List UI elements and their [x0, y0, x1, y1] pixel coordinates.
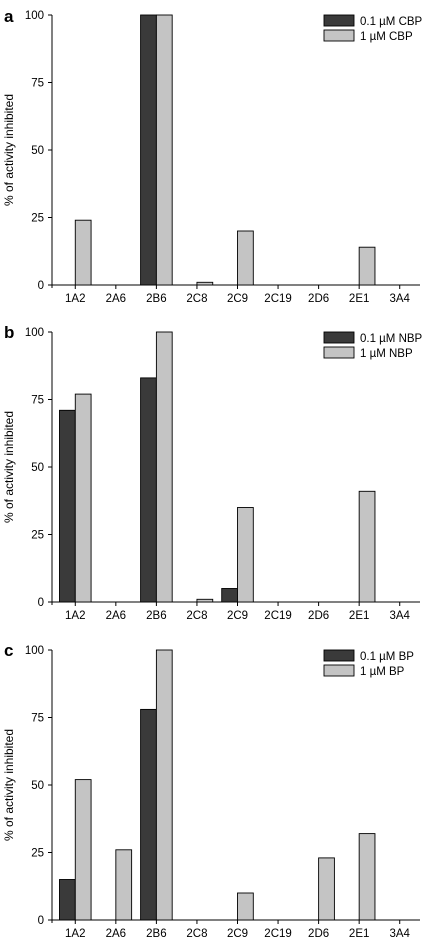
x-tick-label: 2C9: [227, 293, 248, 305]
panel-label: a: [4, 7, 14, 26]
x-tick-label: 2C19: [264, 293, 292, 305]
legend-swatch: [323, 29, 355, 42]
x-tick-label: 2A6: [106, 928, 126, 940]
x-tick-label: 2D6: [308, 610, 329, 622]
bar-2C8-series-2: [196, 598, 214, 603]
y-axis-label: % of activity inhibited: [2, 411, 16, 523]
panel-label: c: [4, 641, 13, 660]
bar-1A2-series-1: [59, 879, 76, 921]
bar-2D6-series-2: [318, 857, 335, 921]
x-tick-label: 2C8: [186, 928, 207, 940]
legend-swatch: [323, 14, 355, 27]
x-tick-label: 1A2: [65, 293, 85, 305]
bar-2C9-series-2: [237, 230, 254, 286]
y-tick-label: 100: [25, 645, 44, 657]
x-tick-label: 1A2: [65, 928, 85, 940]
x-tick-label: 2B6: [146, 610, 166, 622]
x-tick-label: 2C8: [186, 293, 207, 305]
y-tick-label: 50: [31, 462, 44, 474]
y-tick-label: 75: [31, 78, 44, 90]
bar-2C9-series-2: [237, 892, 254, 921]
x-tick-label: 1A2: [65, 610, 85, 622]
legend-label: 1 µM NBP: [360, 348, 413, 360]
y-tick-label: 100: [25, 10, 44, 22]
y-tick-label: 0: [38, 597, 44, 609]
y-tick-label: 0: [38, 915, 44, 927]
panel-label: b: [4, 323, 14, 342]
y-axis-label: % of activity inhibited: [2, 729, 16, 841]
y-tick-label: 0: [38, 280, 44, 292]
bar-1A2-series-2: [74, 219, 92, 286]
x-tick-label: 3A4: [389, 293, 410, 305]
x-tick-label: 2E1: [349, 293, 369, 305]
x-tick-label: 2A6: [106, 610, 126, 622]
bar-2C8-series-2: [196, 281, 214, 286]
bar-2B6-series-1: [140, 708, 157, 921]
x-tick-label: 3A4: [389, 610, 410, 622]
bar-2B6-series-2: [155, 331, 173, 603]
bar-2A6-series-2: [115, 849, 133, 921]
chart-panel-b: b % of activity inhibited 0 25 50 75 100 1A2 2A6…: [2, 323, 423, 622]
y-tick-label: 25: [31, 848, 44, 860]
bar-2B6-series-2: [155, 649, 173, 921]
x-tick-label: 2E1: [349, 928, 369, 940]
x-tick-label: 2C9: [227, 928, 248, 940]
chart-panel-a: a % of activity inhibited 0 25 50 75 100 1A2 2A6…: [2, 7, 423, 305]
x-tick-label: 2D6: [308, 928, 329, 940]
legend-swatch: [323, 346, 355, 359]
x-tick-label: 2D6: [308, 293, 329, 305]
bar-1A2-series-1: [59, 409, 76, 603]
bar-1A2-series-2: [74, 779, 92, 921]
x-tick-label: 2C19: [264, 610, 292, 622]
legend-swatch: [323, 649, 355, 662]
bar-2B6-series-2: [155, 14, 173, 286]
bar-2C9-series-2: [237, 507, 254, 603]
y-tick-label: 75: [31, 713, 44, 725]
bar-1A2-series-2: [74, 393, 92, 603]
y-tick-label: 50: [31, 780, 44, 792]
x-tick-label: 2E1: [349, 610, 369, 622]
bar-2E1-series-2: [358, 833, 376, 921]
x-tick-label: 3A4: [389, 928, 410, 940]
y-tick-label: 75: [31, 395, 44, 407]
bar-2C9-series-1: [221, 588, 238, 603]
x-tick-label: 2A6: [106, 293, 126, 305]
legend-swatch: [323, 331, 355, 344]
legend-label: 0.1 µM BP: [360, 651, 414, 663]
chart-panel-c: c % of activity inhibited 0 25 50 75 100 1A2 2A6…: [2, 641, 420, 940]
x-tick-label: 2B6: [146, 293, 166, 305]
legend-label: 1 µM CBP: [360, 31, 413, 43]
x-tick-label: 2C9: [227, 610, 248, 622]
x-tick-label: 2B6: [146, 928, 166, 940]
x-tick-label: 2C19: [264, 928, 292, 940]
y-tick-label: 25: [31, 530, 44, 542]
bar-2B6-series-1: [140, 14, 157, 286]
legend-label: 0.1 µM NBP: [360, 333, 423, 345]
y-tick-label: 25: [31, 213, 44, 225]
legend-swatch: [323, 664, 355, 677]
legend-label: 0.1 µM CBP: [360, 16, 423, 28]
x-tick-label: 2C8: [186, 610, 207, 622]
legend-label: 1 µM BP: [360, 666, 405, 678]
bar-2B6-series-1: [140, 377, 157, 603]
y-tick-label: 50: [31, 145, 44, 157]
y-axis-label: % of activity inhibited: [2, 94, 16, 206]
y-tick-label: 100: [25, 327, 44, 339]
bar-2E1-series-2: [358, 490, 376, 603]
bar-2E1-series-2: [358, 246, 376, 286]
